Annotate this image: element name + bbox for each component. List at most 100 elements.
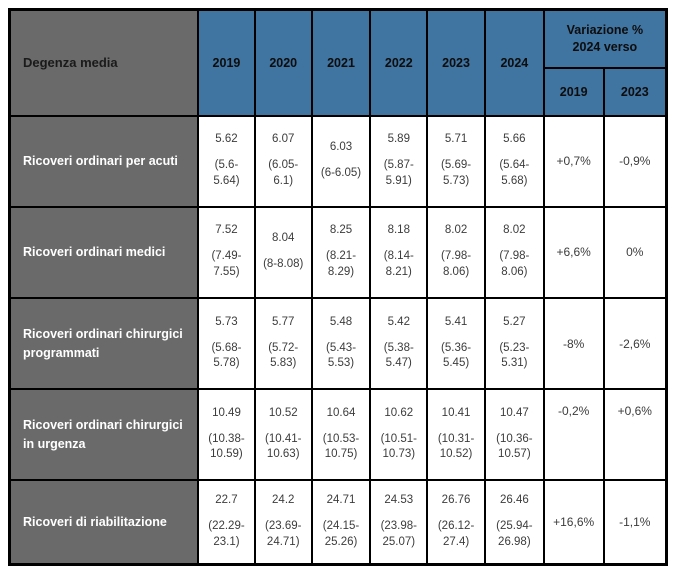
table-title: Degenza media [8,8,200,117]
ci-range: (10.38-10.59) [208,432,245,461]
mean-value: 5.89 [387,133,410,146]
ci-range: (10.36-10.57) [496,432,533,461]
variation-vs-2023: -2,6% [602,296,668,391]
data-cell: 10.41 (10.31-10.52) [426,388,486,482]
variation-vs-2019: +6,6% [542,205,605,299]
mean-value: 8.02 [503,224,526,237]
mean-value: 10.47 [499,406,529,419]
ci-range: (5.36-5.45) [441,341,472,370]
table-row-riabilitazione: Ricoveri di riabilitazione 22.7 (22.29-23… [8,479,668,566]
ci-range: (26.12-27.4) [437,520,475,548]
mean-value: 6.03 [329,140,353,153]
mean-value: 10.52 [268,406,298,419]
ci-range: (5.64-5.68) [499,159,530,187]
row-label: Ricoveri ordinari chirurgici in urgenza [8,388,200,482]
mean-value: 24.2 [272,494,295,507]
data-cell: 26.46 (25.94-26.98) [483,479,545,566]
mean-value: 24.53 [384,494,414,507]
ci-range: (10.41-10.63) [265,432,302,461]
mean-value: 5.42 [387,315,410,328]
data-cell: 5.62 (5.6-5.64) [197,114,256,208]
mean-value: 5.77 [272,315,295,328]
year-header-2019: 2019 [197,8,256,117]
variation-vs-2023: -1,1% [602,479,668,566]
ci-range: (8.14-8.21) [383,250,414,278]
data-cell: 5.42 (5.38-5.47) [369,296,429,391]
variation-vs-2019: +0,7% [542,114,605,208]
table-row-medici: Ricoveri ordinari medici 7.52 (7.49-7.55)… [8,205,668,299]
header-row-main: Degenza media 2019 2020 2021 2022 2023 2… [8,8,668,117]
mean-value: 8.02 [444,224,468,237]
ci-range: (5.38-5.47) [383,341,414,370]
ci-range: (5.72-5.83) [268,341,299,370]
mean-value: 5.73 [215,315,238,328]
data-cell: 8.02 (7.98-8.06) [483,205,545,299]
ci-range: (5.43-5.53) [325,341,357,370]
year-header-2020: 2020 [253,8,313,117]
data-cell: 10.62 (10.51-10.73) [369,388,429,482]
table-row-acuti: Ricoveri ordinari per acuti 5.62 (5.6-5.6… [8,114,668,208]
ci-range: (23.69-24.71) [265,520,302,548]
data-cell: 6.03 (6-6.05) [310,114,372,208]
mean-value: 5.41 [444,315,468,328]
data-cell: 5.73 (5.68-5.78) [197,296,256,391]
ci-range: (10.51-10.73) [380,432,417,461]
row-label: Ricoveri ordinari chirurgici programmati [8,296,200,391]
data-cell: 7.52 (7.49-7.55) [197,205,256,299]
mean-value: 22.7 [215,494,238,507]
data-cell: 5.41 (5.36-5.45) [426,296,486,391]
data-cell: 10.52 (10.41-10.63) [253,388,313,482]
data-cell: 5.77 (5.72-5.83) [253,296,313,391]
ci-range: (8.21-8.29) [325,250,357,278]
variation-vs-2023: +0,6% [602,388,668,482]
data-cell: 5.89 (5.87-5.91) [369,114,429,208]
variation-vs-2019: -0,2% [542,388,605,482]
variation-subheader-2019: 2019 [542,66,605,117]
ci-range: (5.69-5.73) [441,159,472,187]
ci-range: (7.98-8.06) [441,250,472,278]
ci-range: (7.49-7.55) [211,250,242,278]
data-cell: 5.48 (5.43-5.53) [310,296,372,391]
table-row-chirurgici-programmati: Ricoveri ordinari chirurgici programmati… [8,296,668,391]
ci-range: (10.31-10.52) [437,432,475,461]
data-cell: 6.07 (6.05-6.1) [253,114,313,208]
table-row-chirurgici-urgenza: Ricoveri ordinari chirurgici in urgenza … [8,388,668,482]
variation-vs-2019: -8% [542,296,605,391]
data-cell: 22.7 (22.29-23.1) [197,479,256,566]
mean-value: 10.62 [384,406,414,419]
ci-range: (8-8.08) [263,258,304,271]
ci-range: (5.23-5.31) [499,341,530,370]
ci-range: (25.94-26.98) [496,520,533,548]
data-cell: 8.25 (8.21-8.29) [310,205,372,299]
data-cell: 8.02 (7.98-8.06) [426,205,486,299]
data-cell: 8.04 (8-8.08) [253,205,313,299]
data-cell: 10.47 (10.36-10.57) [483,388,545,482]
row-label: Ricoveri di riabilitazione [8,479,200,566]
ci-range: (10.53-10.75) [322,432,360,461]
data-cell: 24.53 (23.98-25.07) [369,479,429,566]
ci-range: (7.98-8.06) [499,250,530,278]
ci-range: (6.05-6.1) [268,159,299,187]
mean-value: 6.07 [272,133,295,146]
data-cell: 5.71 (5.69-5.73) [426,114,486,208]
mean-value: 10.41 [441,406,471,419]
degenza-media-table: Degenza media 2019 2020 2021 2022 2023 2… [8,8,668,566]
mean-value: 5.48 [329,315,353,328]
mean-value: 5.27 [503,315,526,328]
data-cell: 5.27 (5.23-5.31) [483,296,545,391]
mean-value: 8.18 [387,224,410,237]
mean-value: 26.76 [441,494,471,507]
ci-range: (23.98-25.07) [380,520,417,548]
mean-value: 8.04 [272,232,295,245]
year-header-2022: 2022 [369,8,429,117]
ci-range: (5.68-5.78) [211,341,242,370]
mean-value: 5.71 [444,133,468,146]
row-label: Ricoveri ordinari medici [8,205,200,299]
year-header-2023: 2023 [426,8,486,117]
mean-value: 24.71 [326,494,356,507]
data-cell: 10.64 (10.53-10.75) [310,388,372,482]
mean-value: 8.25 [329,224,353,237]
variation-vs-2023: 0% [602,205,668,299]
row-label: Ricoveri ordinari per acuti [8,114,200,208]
